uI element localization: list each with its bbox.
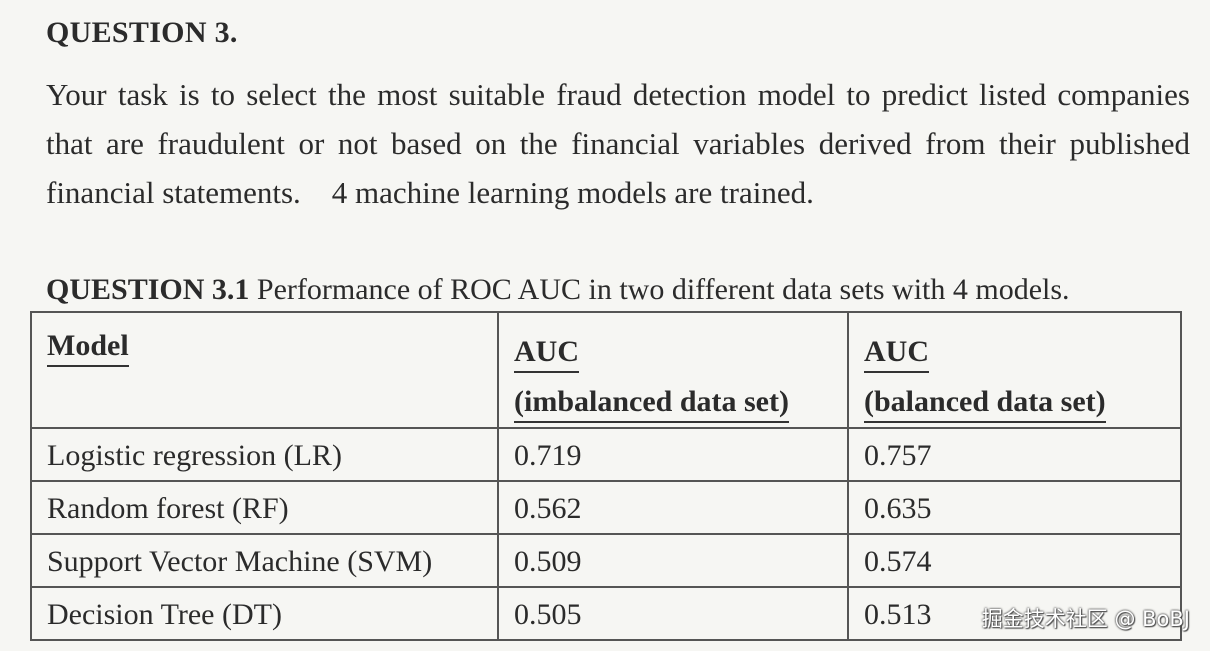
header-auc-balanced-title: AUC <box>864 333 929 373</box>
table-row: Decision Tree (DT) 0.505 0.513 <box>30 586 1182 641</box>
header-auc-imbalanced-subtitle: (imbalanced data set) <box>514 383 789 423</box>
cell-auc-balanced: 0.513 <box>847 586 1182 641</box>
question-body: Your task is to select the most suitable… <box>46 77 1190 210</box>
table-header-row: Model AUC (imbalanced data set) AUC (bal… <box>30 311 1182 429</box>
header-auc-balanced: AUC (balanced data set) <box>847 311 1182 429</box>
header-auc-balanced-subtitle: (balanced data set) <box>864 383 1106 423</box>
header-auc-imbalanced-title: AUC <box>514 333 579 373</box>
cell-auc-imbalanced: 0.562 <box>497 480 849 535</box>
header-model-label: Model <box>47 327 129 367</box>
header-auc-balanced-line2: (balanced data set) <box>864 377 1180 427</box>
question-heading: QUESTION 3. <box>46 16 238 49</box>
table-row: Logistic regression (LR) 0.719 0.757 <box>30 427 1182 482</box>
cell-auc-balanced: 0.635 <box>847 480 1182 535</box>
cell-model: Support Vector Machine (SVM) <box>30 533 499 588</box>
cell-auc-balanced: 0.757 <box>847 427 1182 482</box>
table-row: Random forest (RF) 0.562 0.635 <box>30 480 1182 535</box>
header-auc-imbalanced: AUC (imbalanced data set) <box>497 311 849 429</box>
subquestion-text: Performance of ROC AUC in two different … <box>249 273 1070 306</box>
header-auc-imbalanced-line2: (imbalanced data set) <box>514 377 847 427</box>
cell-model: Decision Tree (DT) <box>30 586 499 641</box>
table-row: Support Vector Machine (SVM) 0.509 0.574 <box>30 533 1182 588</box>
subquestion-label: QUESTION 3.1 <box>46 273 250 306</box>
cell-model: Random forest (RF) <box>30 480 499 535</box>
cell-auc-imbalanced: 0.719 <box>497 427 849 482</box>
watermark: 掘金技术社区 @ BoBJ <box>981 607 1190 631</box>
header-auc-imbalanced-line1: AUC <box>514 327 847 377</box>
cell-auc-imbalanced: 0.509 <box>497 533 849 588</box>
cell-auc-imbalanced: 0.505 <box>497 586 849 641</box>
header-model: Model <box>30 311 499 429</box>
header-auc-balanced-line1: AUC <box>864 327 1180 377</box>
cell-auc-balanced: 0.574 <box>847 533 1182 588</box>
auc-table: Model AUC (imbalanced data set) AUC (bal… <box>30 311 1182 641</box>
table-caption: QUESTION 3.1 Performance of ROC AUC in t… <box>46 273 1070 307</box>
cell-model: Logistic regression (LR) <box>30 427 499 482</box>
